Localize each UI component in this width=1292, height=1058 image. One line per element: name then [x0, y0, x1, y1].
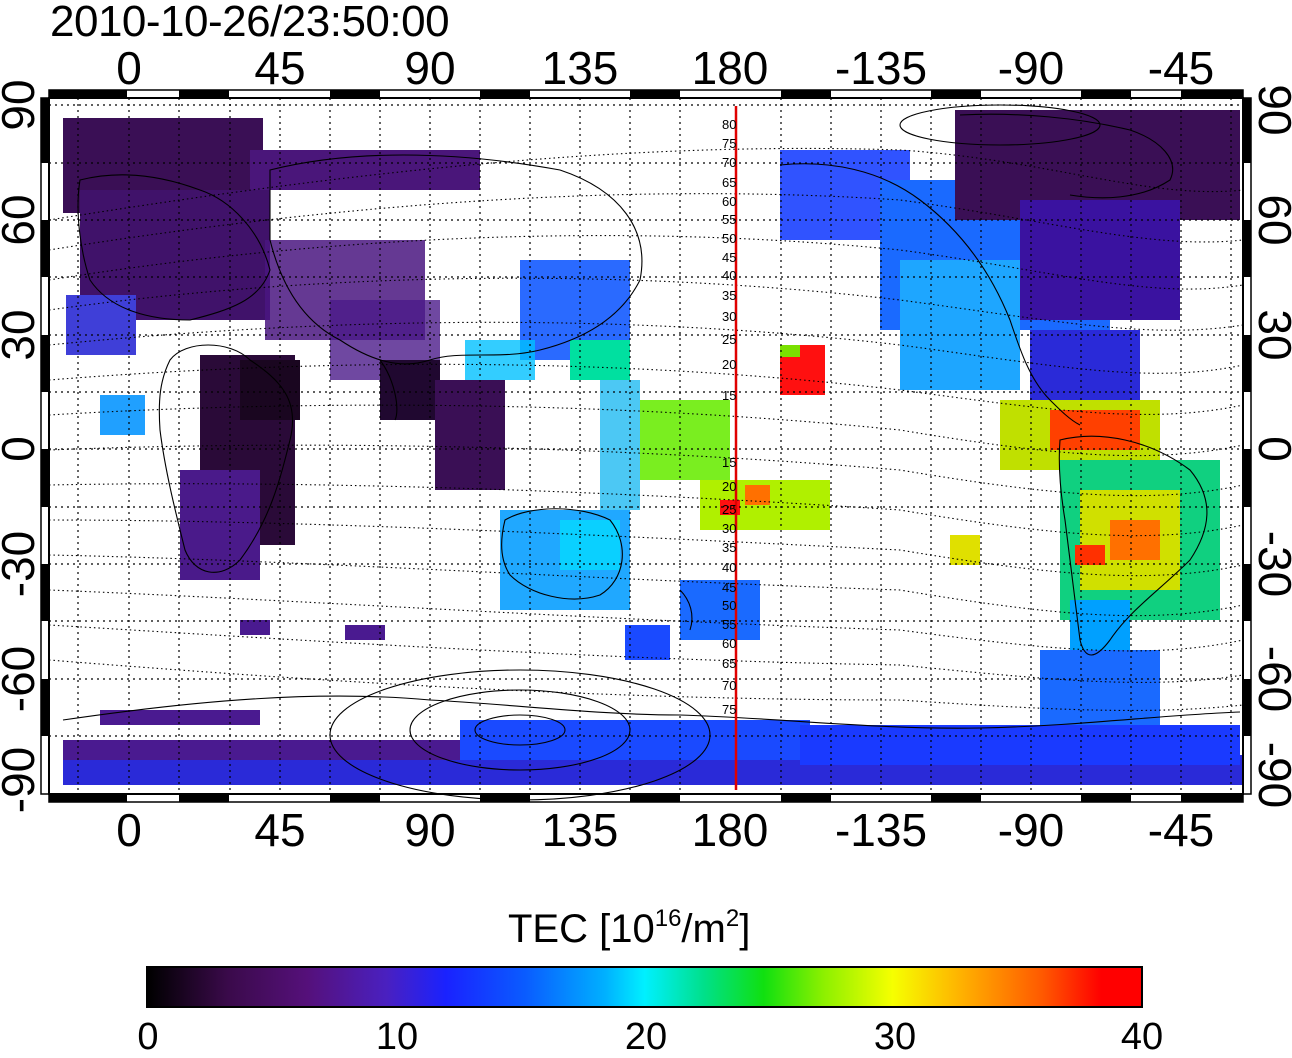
colorbar-title-prefix: TEC [10 [508, 907, 655, 951]
colorbar-tick-label: 0 [137, 1016, 159, 1058]
mlat-label: 65 [722, 175, 736, 190]
mlat-label: 60 [722, 194, 736, 209]
coastlines [62, 113, 1241, 729]
colorbar-title-unit: /m [681, 907, 726, 951]
magnetic-latitude-labels: 80 75 70 65 60 55 50 45 40 35 30 25 20 1… [722, 117, 736, 717]
lon-tick-bottom: 135 [542, 804, 619, 856]
colorbar-title-exponent: 16 [654, 905, 682, 932]
mlat-label: 25 [722, 502, 736, 517]
lon-tick-bottom: -135 [835, 804, 927, 856]
lat-tick-right: -90 [1249, 742, 1292, 808]
colorbar-title: TEC [1016/m2] [508, 905, 751, 952]
mlat-label: 80 [722, 117, 736, 132]
mlat-label: 25 [722, 332, 736, 347]
mlat-label: 40 [722, 268, 736, 283]
mlat-label: 45 [722, 580, 736, 595]
lat-tick-left: 60 [0, 194, 44, 245]
lat-tick-left: -90 [0, 747, 44, 813]
mlat-label: 40 [722, 560, 736, 575]
lat-axis-left: 90 60 30 0 -30 -60 -90 [0, 79, 44, 813]
lat-tick-left: 30 [0, 309, 44, 360]
mlat-label: 55 [722, 617, 736, 632]
lon-tick-bottom: 180 [692, 804, 769, 856]
lat-tick-right: 90 [1249, 84, 1292, 135]
mlat-label: 50 [722, 598, 736, 613]
mlat-label: 15 [722, 388, 736, 403]
lat-tick-left: 90 [0, 79, 44, 130]
lon-tick-bottom: 90 [404, 804, 455, 856]
mlat-label: 50 [722, 231, 736, 246]
colorbar-tick-label: 40 [1120, 1016, 1164, 1058]
mlat-label: 70 [722, 678, 736, 693]
colorbar-title-unit-exponent: 2 [725, 905, 740, 932]
mlat-label: 20 [722, 479, 736, 494]
colorbar-title-suffix: ] [739, 907, 751, 951]
map-timestamp: 2010-10-26/23:50:00 [50, 0, 450, 46]
lon-tick-top: 45 [254, 42, 305, 94]
lon-axis-bottom: 0 45 90 135 180 -135 -90 -45 [116, 804, 1214, 856]
mlat-label: 35 [722, 540, 736, 555]
lon-tick-top: 0 [116, 42, 142, 94]
lon-tick-bottom: 45 [254, 804, 305, 856]
lat-tick-left: -30 [0, 531, 44, 597]
lat-tick-right: -60 [1249, 646, 1292, 712]
lon-tick-top: -45 [1148, 42, 1214, 94]
lon-tick-top: 180 [692, 42, 769, 94]
colorbar-tick-label: 20 [624, 1016, 668, 1058]
mlat-label: 15 [722, 455, 736, 470]
mlat-label: 35 [722, 288, 736, 303]
tec-data-layer [63, 110, 1243, 785]
lon-tick-top: 90 [404, 42, 455, 94]
tec-colorbar [146, 966, 1143, 1008]
lon-tick-top: -90 [998, 42, 1064, 94]
lat-tick-left: 0 [0, 436, 44, 462]
mlat-label: 30 [722, 521, 736, 536]
lat-tick-right: 0 [1249, 436, 1292, 462]
mlat-label: 30 [722, 309, 736, 324]
mlat-label: 55 [722, 212, 736, 227]
graticule [49, 98, 1243, 794]
lon-tick-bottom: 0 [116, 804, 142, 856]
mlat-label: 60 [722, 636, 736, 651]
mlat-label: 75 [722, 136, 736, 151]
lon-tick-top: -135 [835, 42, 927, 94]
lon-tick-top: 135 [542, 42, 619, 94]
lat-axis-right: 90 60 30 0 -30 -60 -90 [1249, 84, 1292, 808]
lon-tick-bottom: -45 [1148, 804, 1214, 856]
mlat-label: 75 [722, 702, 736, 717]
mlat-label: 20 [722, 357, 736, 372]
magnetic-latitude-contours [49, 147, 1243, 711]
lon-axis-top: 0 45 90 135 180 -135 -90 -45 [116, 42, 1214, 94]
lat-tick-right: 30 [1249, 309, 1292, 360]
lon-tick-bottom: -90 [998, 804, 1064, 856]
lat-tick-right: -30 [1249, 531, 1292, 597]
mlat-label: 45 [722, 250, 736, 265]
colorbar-tick-label: 30 [873, 1016, 917, 1058]
colorbar-tick-label: 10 [375, 1016, 419, 1058]
lat-tick-right: 60 [1249, 194, 1292, 245]
mlat-label: 65 [722, 656, 736, 671]
mlat-label: 70 [722, 155, 736, 170]
lat-tick-left: -60 [0, 646, 44, 712]
